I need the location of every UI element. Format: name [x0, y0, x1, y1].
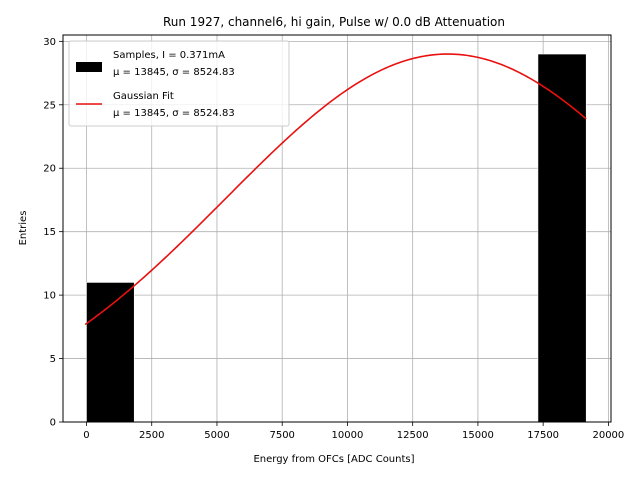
y-tick-label: 0 — [50, 418, 56, 429]
histogram-bar — [537, 53, 587, 423]
x-tick-label: 5000 — [204, 430, 229, 441]
x-axis-label: Energy from OFCs [ADC Counts] — [253, 454, 414, 465]
plot-frame — [62, 34, 612, 423]
y-axis-ticks: 0 5 10 15 20 25 30 — [43, 37, 63, 429]
gaussian-fit-curve — [84, 53, 587, 326]
legend-label-fit: Gaussian Fit — [113, 91, 174, 102]
x-tick-label: 20000 — [592, 430, 624, 441]
x-tick-label: 7500 — [269, 430, 294, 441]
y-tick-label: 15 — [43, 227, 56, 238]
legend-stats-fit: μ = 13845, σ = 8524.83 — [113, 108, 235, 119]
histogram-bar — [86, 282, 135, 423]
y-tick-label: 25 — [43, 100, 56, 111]
y-tick-label: 5 — [50, 354, 56, 365]
y-tick-label: 10 — [43, 291, 56, 302]
fit-curve-layer — [84, 53, 587, 326]
legend-swatch-samples — [76, 62, 102, 72]
x-tick-label: 2500 — [139, 430, 164, 441]
x-tick-label: 10000 — [332, 430, 364, 441]
x-tick-label: 15000 — [462, 430, 494, 441]
chart-title: Run 1927, channel6, hi gain, Pulse w/ 0.… — [163, 15, 505, 29]
legend: Samples, I = 0.371mA μ = 13845, σ = 8524… — [68, 40, 290, 127]
x-axis-ticks: 0 2500 5000 7500 10000 12500 15000 17500 20000 — [83, 422, 624, 441]
legend-frame — [68, 40, 290, 127]
x-tick-label: 12500 — [397, 430, 429, 441]
legend-stats-samples: μ = 13845, σ = 8524.83 — [113, 67, 235, 78]
x-tick-label: 17500 — [527, 430, 559, 441]
y-axis-label: Entries — [18, 211, 29, 246]
y-tick-label: 30 — [43, 37, 56, 48]
legend-label-samples: Samples, I = 0.371mA — [113, 50, 225, 61]
x-tick-label: 0 — [83, 430, 89, 441]
y-tick-label: 20 — [43, 164, 56, 175]
